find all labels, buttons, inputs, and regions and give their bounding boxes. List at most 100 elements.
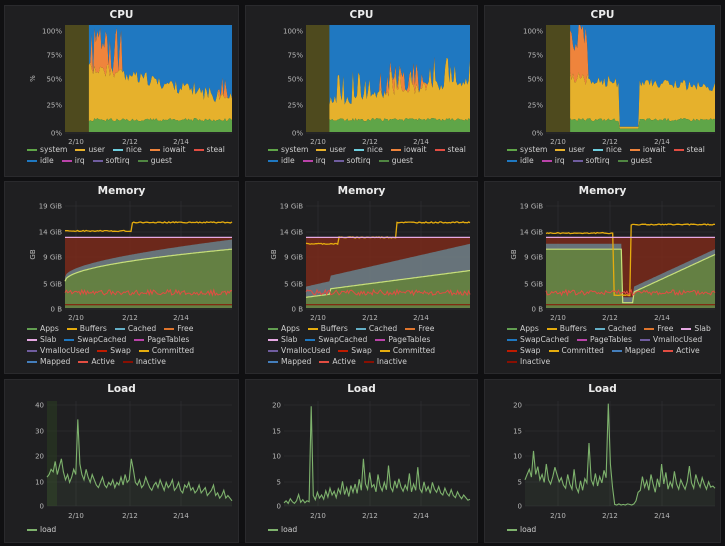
legend-item-committed[interactable]: Committed	[379, 345, 435, 356]
panel-title[interactable]: Load	[107, 383, 136, 395]
legend-item-mapped[interactable]: Mapped	[611, 345, 656, 356]
legend-item-iowait[interactable]: iowait	[390, 144, 427, 155]
legend-item-steal[interactable]: steal	[434, 144, 466, 155]
legend-item-nice[interactable]: nice	[354, 144, 383, 155]
legend-item-nice[interactable]: nice	[593, 144, 622, 155]
legend-swatch	[92, 160, 103, 162]
legend-item-committed[interactable]: Committed	[138, 345, 194, 356]
panel-title[interactable]: Memory	[337, 185, 386, 197]
chart-plot: 0 B 5 GiB 9 GiB 14 GiB 19 GiB 2/10 2/12 2/14 GB	[270, 201, 471, 322]
legend-item-steal[interactable]: steal	[673, 144, 705, 155]
legend-swatch	[193, 149, 204, 151]
legend-item-guest[interactable]: guest	[137, 155, 172, 166]
legend-item-user[interactable]: user	[555, 144, 585, 155]
legend-item-load[interactable]: load	[268, 524, 297, 535]
legend-item-swap[interactable]: Swap	[507, 345, 541, 356]
y-tick-label: 75%	[527, 52, 543, 60]
legend-item-guest[interactable]: guest	[378, 155, 413, 166]
legend-item-softirq[interactable]: softirq	[333, 155, 371, 166]
legend-item-active[interactable]: Active	[319, 356, 356, 367]
panel-title[interactable]: Load	[347, 383, 376, 395]
legend-item-vmallocused[interactable]: VmallocUsed	[268, 345, 330, 356]
panel-title[interactable]: Memory	[97, 185, 146, 197]
legend-item-cached[interactable]: Cached	[355, 323, 398, 334]
legend-item-system[interactable]: system	[507, 144, 547, 155]
panel-title[interactable]: CPU	[590, 9, 615, 21]
legend-item-idle[interactable]: idle	[27, 155, 54, 166]
legend-item-buffers[interactable]: Buffers	[307, 323, 348, 334]
legend-item-mapped[interactable]: Mapped	[27, 356, 70, 367]
legend-item-swap[interactable]: Swap	[97, 345, 131, 356]
legend-item-irq[interactable]: irq	[302, 155, 326, 166]
legend-item-pagetables[interactable]: PageTables	[375, 334, 430, 345]
legend-swatch	[27, 361, 37, 363]
x-tick-label: 2/10	[68, 512, 84, 520]
legend-item-pagetables[interactable]: PageTables	[134, 334, 189, 345]
legend-item-swapcached[interactable]: SwapCached	[64, 334, 126, 345]
y-tick-label: 0%	[51, 130, 62, 138]
legend-item-slab[interactable]: Slab	[27, 334, 56, 345]
legend-item-softirq[interactable]: softirq	[572, 155, 610, 166]
legend-item-load[interactable]: load	[507, 524, 536, 535]
panel-title[interactable]: CPU	[349, 9, 374, 21]
legend-item-load[interactable]: load	[27, 524, 56, 535]
legend-item-slab[interactable]: Slab	[268, 334, 297, 345]
legend-item-irq[interactable]: irq	[541, 155, 565, 166]
panel-title[interactable]: CPU	[109, 9, 134, 21]
legend-item-active[interactable]: Active	[663, 345, 700, 356]
legend-item-swap[interactable]: Swap	[338, 345, 372, 356]
load-area	[525, 403, 715, 506]
legend-item-swapcached[interactable]: SwapCached	[507, 334, 569, 345]
legend-item-buffers[interactable]: Buffers	[546, 323, 587, 334]
legend-item-user[interactable]: user	[316, 144, 346, 155]
legend-item-mapped[interactable]: Mapped	[268, 356, 311, 367]
legend-item-system[interactable]: system	[268, 144, 308, 155]
y-tick-label: 20	[35, 453, 44, 461]
legend-item-pagetables[interactable]: PageTables	[576, 334, 632, 345]
y-tick-label: 10	[35, 479, 44, 487]
legend-item-vmallocused[interactable]: VmallocUsed	[27, 345, 89, 356]
legend-item-apps[interactable]: Apps	[268, 323, 300, 334]
legend-item-iowait[interactable]: iowait	[149, 144, 186, 155]
legend-item-user[interactable]: user	[75, 144, 105, 155]
legend-item-vmallocused[interactable]: VmallocUsed	[639, 334, 702, 345]
legend-item-inactive[interactable]: Inactive	[507, 356, 550, 367]
legend-item-committed[interactable]: Committed	[548, 345, 604, 356]
legend-item-guest[interactable]: guest	[617, 155, 652, 166]
legend-item-cached[interactable]: Cached	[114, 323, 156, 334]
legend-item-free[interactable]: Free	[405, 323, 434, 334]
legend-label: guest	[150, 156, 172, 165]
legend-label: softirq	[105, 156, 130, 165]
legend-item-idle[interactable]: idle	[268, 155, 295, 166]
y-tick-label: 9 GiB	[524, 254, 543, 262]
legend-item-apps[interactable]: Apps	[507, 323, 539, 334]
legend-label: Cached	[368, 324, 398, 333]
legend-item-nice[interactable]: nice	[113, 144, 142, 155]
legend-item-free[interactable]: Free	[644, 323, 673, 334]
panel-title[interactable]: Load	[588, 383, 617, 395]
legend-item-iowait[interactable]: iowait	[629, 144, 666, 155]
x-tick-label: 2/10	[310, 314, 326, 322]
panel-title[interactable]: Memory	[578, 185, 627, 197]
legend-swatch	[354, 149, 365, 151]
legend-item-idle[interactable]: idle	[507, 155, 534, 166]
legend-item-system[interactable]: system	[27, 144, 67, 155]
legend-item-inactive[interactable]: Inactive	[122, 356, 166, 367]
y-tick-label: 20	[272, 402, 281, 410]
legend-item-inactive[interactable]: Inactive	[363, 356, 407, 367]
legend-label: Mapped	[624, 346, 656, 355]
legend-item-cached[interactable]: Cached	[594, 323, 636, 334]
legend-item-apps[interactable]: Apps	[27, 323, 59, 334]
legend-item-steal[interactable]: steal	[193, 144, 225, 155]
legend-item-softirq[interactable]: softirq	[92, 155, 130, 166]
mem-active-line	[545, 288, 716, 297]
legend-item-free[interactable]: Free	[164, 323, 193, 334]
legend-item-active[interactable]: Active	[78, 356, 115, 367]
chart-marks	[545, 223, 716, 308]
legend-item-buffers[interactable]: Buffers	[66, 323, 107, 334]
legend-item-slab[interactable]: Slab	[681, 323, 711, 334]
legend-item-swapcached[interactable]: SwapCached	[305, 334, 367, 345]
chart-marks	[306, 25, 470, 132]
legend-item-irq[interactable]: irq	[61, 155, 85, 166]
